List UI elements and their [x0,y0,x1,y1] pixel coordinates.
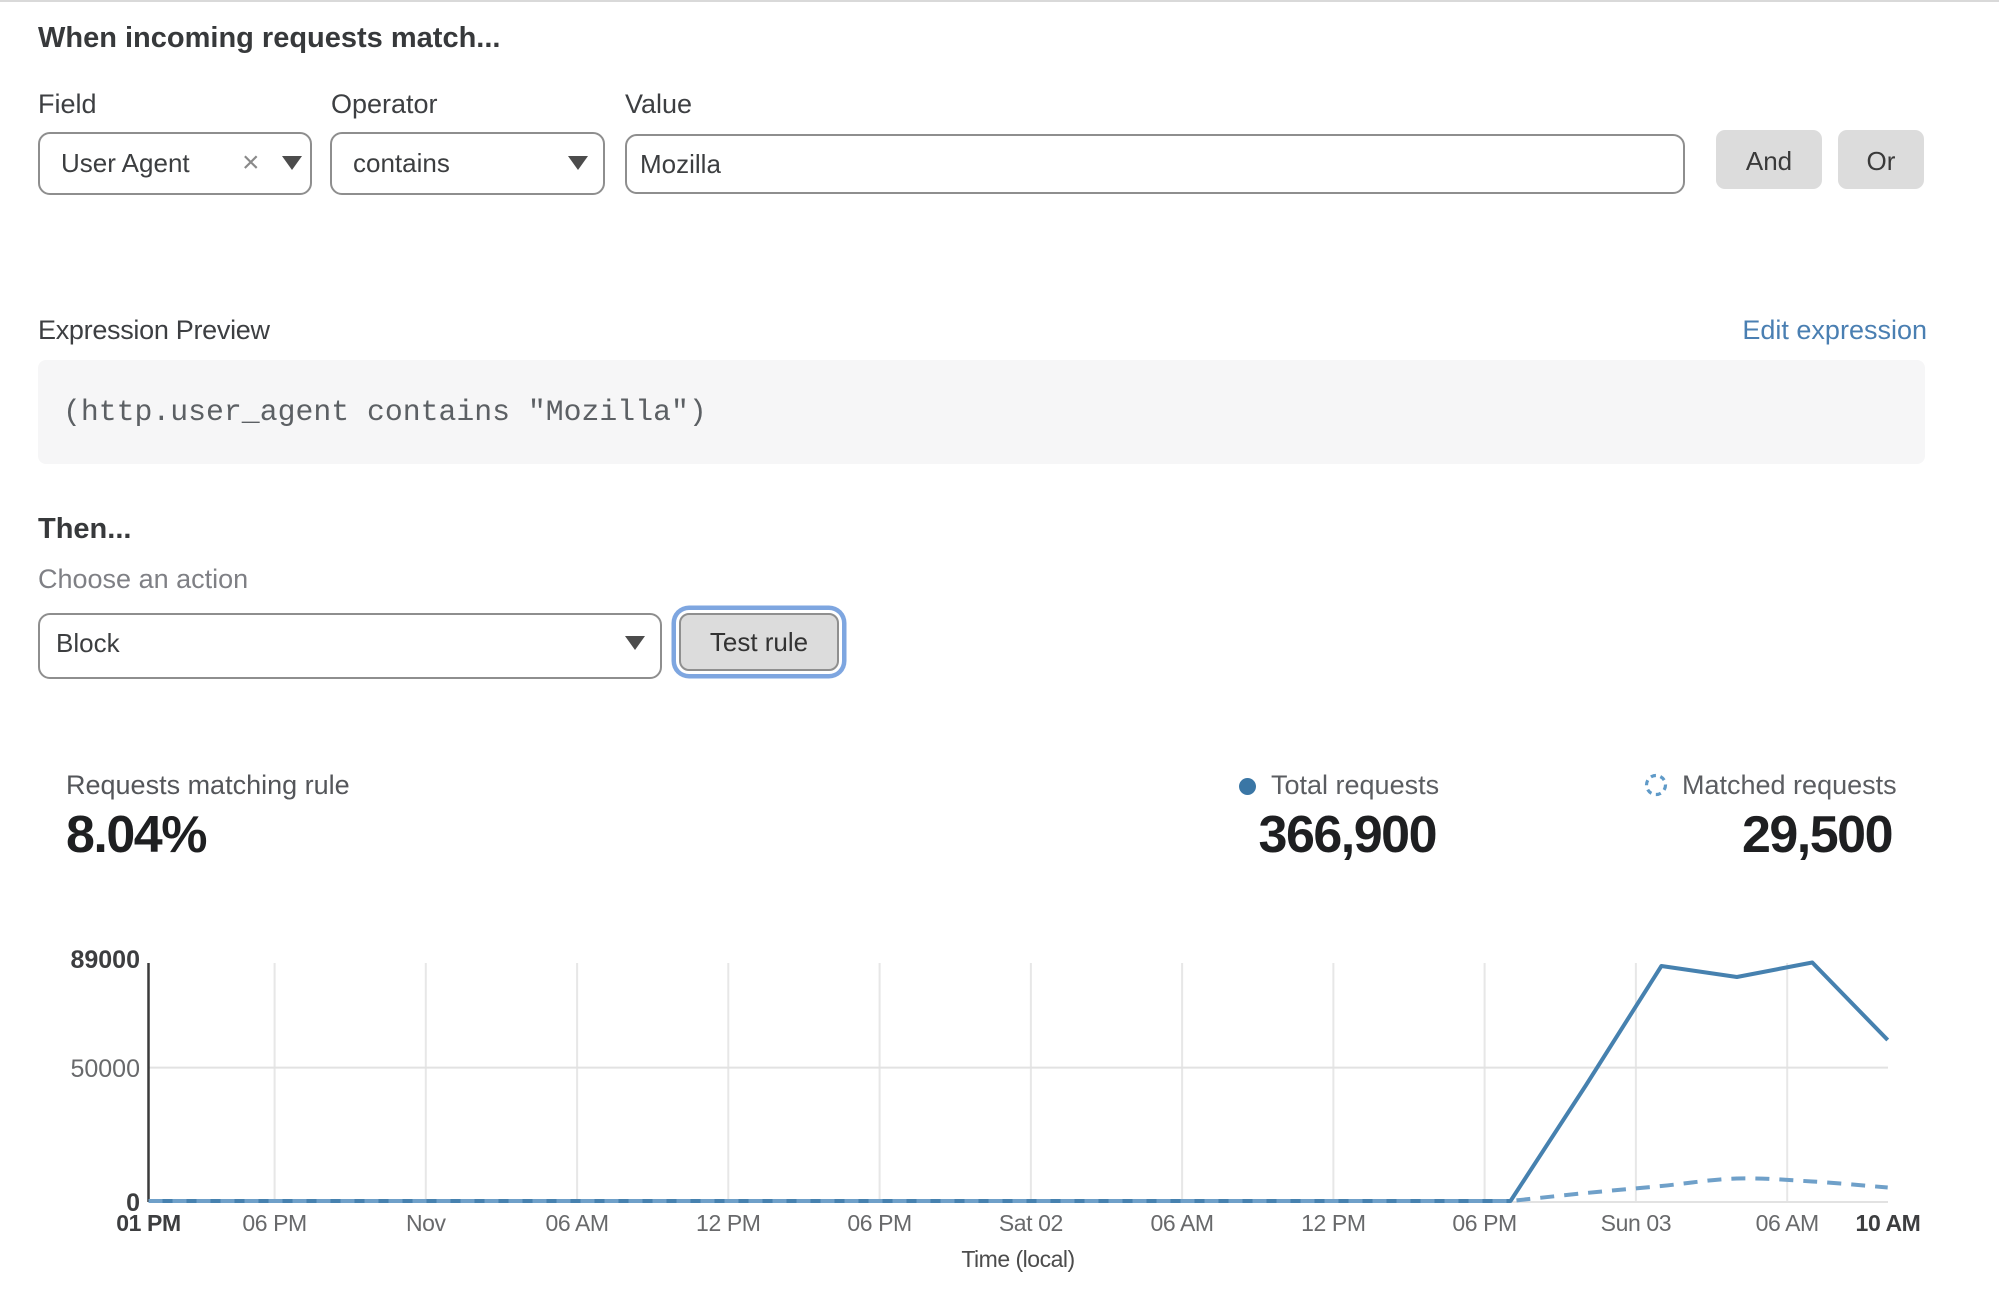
svg-text:06 AM: 06 AM [1756,1210,1819,1236]
svg-text:0: 0 [126,1189,140,1217]
svg-text:06 PM: 06 PM [242,1210,306,1236]
svg-text:Nov: Nov [406,1210,447,1236]
svg-text:Sat 02: Sat 02 [999,1210,1063,1236]
svg-text:06 AM: 06 AM [1150,1210,1213,1236]
svg-text:06 AM: 06 AM [545,1210,608,1236]
svg-text:12 PM: 12 PM [696,1210,760,1236]
svg-text:06 PM: 06 PM [847,1210,911,1236]
svg-text:Time (local): Time (local) [961,1246,1074,1272]
svg-text:06 PM: 06 PM [1452,1210,1516,1236]
svg-text:10 AM: 10 AM [1856,1210,1921,1236]
svg-text:89000: 89000 [70,946,140,974]
svg-text:Sun 03: Sun 03 [1601,1210,1672,1236]
svg-text:50000: 50000 [70,1055,140,1083]
svg-text:01 PM: 01 PM [116,1210,180,1236]
svg-text:12 PM: 12 PM [1301,1210,1365,1236]
